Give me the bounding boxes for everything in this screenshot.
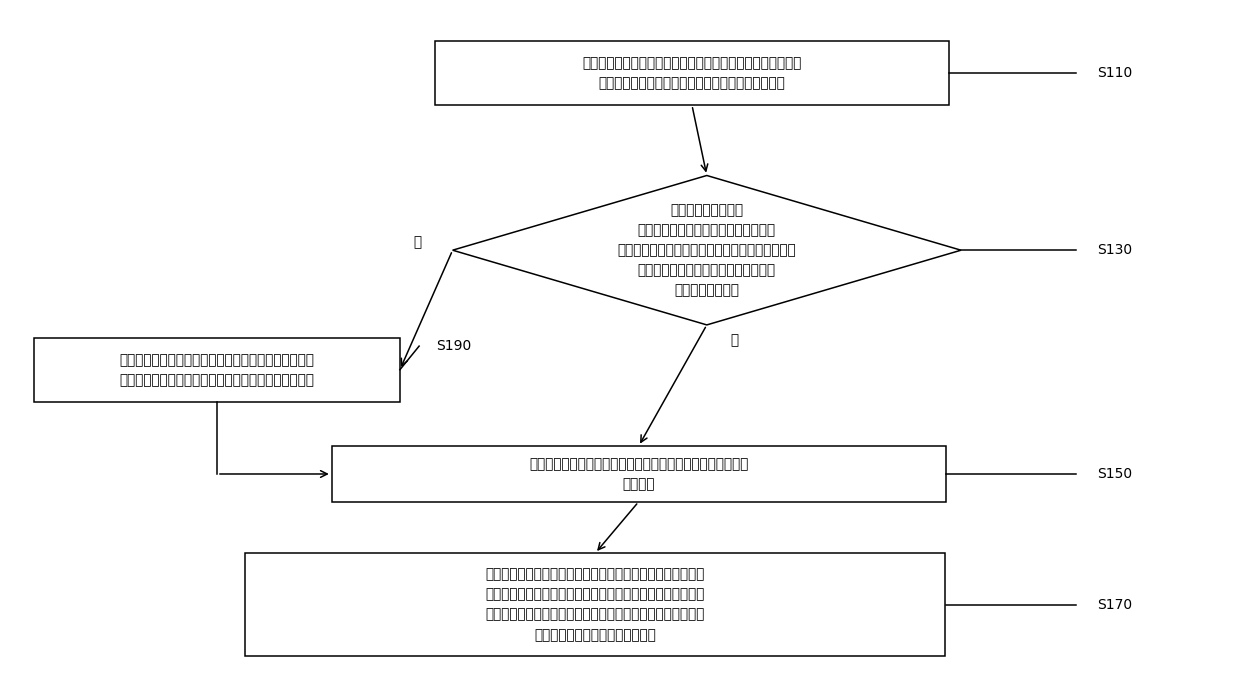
Text: 对多个逻辑进程进行仿真运行初始化，得到逻辑进程组成的多
个组以及各组对应的调度器，并记录逻辑进程的总数: 对多个逻辑进程进行仿真运行初始化，得到逻辑进程组成的多 个组以及各组对应的调度器…: [583, 56, 801, 90]
Text: 获取各逻辑进程的预测工作量及各组的预测总工作量，
根据预测工作量和各组的预测总工作量进行负载再平衡: 获取各逻辑进程的预测工作量及各组的预测总工作量， 根据预测工作量和各组的预测总工…: [119, 353, 315, 386]
Bar: [332, 446, 945, 502]
Text: 否: 否: [730, 333, 738, 348]
Text: 调用各调度器对所对应组内逻辑进程中可推进的逻辑进程进行
仿真推进: 调用各调度器对所对应组内逻辑进程中可推进的逻辑进程进行 仿真推进: [529, 457, 748, 491]
Bar: [435, 41, 950, 105]
Bar: [246, 553, 945, 656]
Text: S170: S170: [1097, 598, 1132, 612]
Text: S130: S130: [1097, 243, 1132, 257]
Text: S110: S110: [1097, 66, 1132, 80]
Text: S190: S190: [436, 339, 471, 353]
Text: 是: 是: [414, 235, 422, 249]
Text: 当存在未执行所有逻辑进程的仿真推进的组时，调用已执行所
对应组内所有逻辑进程的仿真推进的调度器，从未执行所有逻
辑进程的仿真推进的组内窃取逻辑进程进行仿真推进，: 当存在未执行所有逻辑进程的仿真推进的组时，调用已执行所 对应组内所有逻辑进程的仿…: [486, 568, 704, 641]
Bar: [33, 338, 401, 402]
Text: S150: S150: [1097, 467, 1132, 481]
Text: 在仿真运行时段内，
获取当前仿真周期的逻辑进程窃取数，
根据当前仿真周期的逻辑进程窃取数、已存仿真周
期的逻辑进程窃取数、总数和预设阈值
判断是否负载失衡: 在仿真运行时段内， 获取当前仿真周期的逻辑进程窃取数， 根据当前仿真周期的逻辑进…: [618, 203, 796, 297]
Polygon shape: [453, 175, 961, 325]
